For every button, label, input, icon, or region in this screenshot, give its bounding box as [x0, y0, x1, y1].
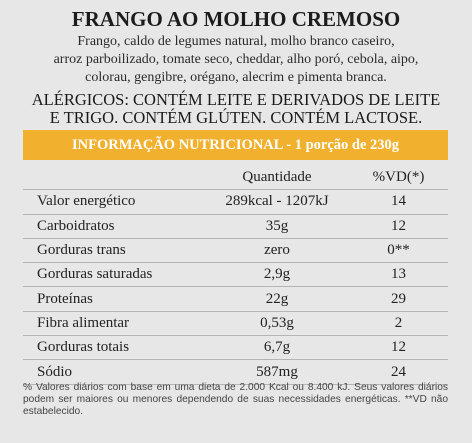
ingredients-line: Frango, caldo de legumes natural, molho …: [77, 34, 395, 49]
nutrient-dv: 0**: [349, 238, 448, 264]
nutrient-quantity: 587mg: [205, 359, 349, 385]
nutrient-quantity: zero: [205, 238, 349, 264]
ingredients-line: colorau, gengibre, orégano, alecrim e pi…: [85, 70, 387, 85]
nutrient-quantity: 22g: [205, 286, 349, 312]
nutrient-quantity: 6,7g: [205, 335, 349, 361]
nutrient-dv: 12: [349, 214, 448, 239]
product-title: FRANGO AO MOLHO CREMOSO: [71, 7, 401, 31]
quantity-column-header: Quantidade: [205, 166, 349, 191]
nutrient-dv: 14: [349, 189, 448, 215]
dv-column-header: %VD(*): [349, 166, 448, 191]
nutrient-dv: 24: [349, 359, 448, 385]
nutrient-dv: 12: [349, 335, 448, 361]
table-row: Carboidratos 35g 12: [23, 214, 448, 239]
nutrient-quantity: 35g: [205, 214, 349, 239]
nutrient-column-header: [23, 166, 205, 191]
allergens-text: ALÉRGICOS: CONTÉM LEITE E DERIVADOS DE L…: [20, 91, 452, 127]
nutrient-name: Gorduras trans: [23, 238, 205, 264]
table-row: Fibra alimentar 0,53g 2: [23, 311, 448, 337]
nutrient-name: Fibra alimentar: [23, 311, 205, 337]
nutrient-name: Valor energético: [23, 189, 205, 215]
nutrient-name: Sódio: [23, 359, 205, 385]
ingredients-text: Frango, caldo de legumes natural, molho …: [40, 33, 432, 87]
table-row: Gorduras saturadas 2,9g 13: [23, 262, 448, 288]
allergens-line: ALÉRGICOS: CONTÉM LEITE E DERIVADOS DE L…: [31, 90, 441, 109]
nutrition-table: Quantidade %VD(*) Valor energético 289kc…: [23, 166, 448, 385]
table-row: Valor energético 289kcal - 1207kJ 14: [23, 189, 448, 215]
nutrient-quantity: 2,9g: [205, 262, 349, 288]
nutrient-name: Gorduras totais: [23, 335, 205, 361]
nutrient-name: Proteínas: [23, 286, 205, 312]
nutrition-header-band: INFORMAÇÃO NUTRICIONAL - 1 porção de 230…: [23, 130, 448, 160]
nutrient-name: Carboidratos: [23, 214, 205, 239]
nutrient-name: Gorduras saturadas: [23, 262, 205, 288]
ingredients-line: arroz parboilizado, tomate seco, cheddar…: [53, 52, 419, 67]
table-row: Gorduras trans zero 0**: [23, 238, 448, 264]
table-header-row: Quantidade %VD(*): [23, 166, 448, 191]
table-row: Gorduras totais 6,7g 12: [23, 335, 448, 361]
allergens-line: E TRIGO. CONTÉM GLÚTEN. CONTÉM LACTOSE.: [49, 108, 423, 127]
nutrient-dv: 2: [349, 311, 448, 337]
nutrient-dv: 13: [349, 262, 448, 288]
nutrient-quantity: 289kcal - 1207kJ: [205, 189, 349, 215]
nutrient-quantity: 0,53g: [205, 311, 349, 337]
footnote: % Valores diários com base em uma dieta …: [23, 382, 448, 417]
table-row: Sódio 587mg 24: [23, 359, 448, 385]
table-row: Proteínas 22g 29: [23, 286, 448, 312]
nutrient-dv: 29: [349, 286, 448, 312]
